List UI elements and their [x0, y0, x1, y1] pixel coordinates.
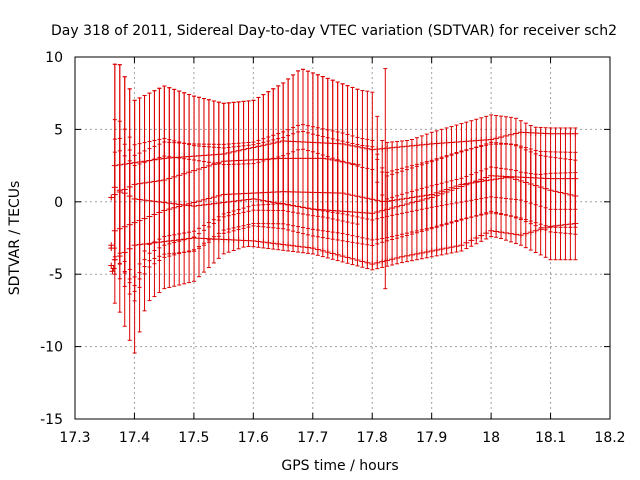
chart-title: Day 318 of 2011, Sidereal Day-to-day VTE…	[51, 23, 617, 39]
y-tick-label: -10	[40, 340, 63, 356]
tick-labels: 17.3 17.4 17.5 17.6 17.7 17.8 17.9 18 18.1 18.2 -1…	[40, 50, 625, 446]
y-tick-label: -5	[49, 267, 63, 283]
data-series	[111, 148, 579, 354]
data-series	[111, 63, 579, 278]
x-tick-label: 17.9	[416, 430, 447, 446]
y-tick-label: 5	[54, 122, 63, 138]
x-axis-title: GPS time / hours	[281, 458, 398, 474]
x-tick-label: 17.4	[119, 430, 150, 446]
x-tick-label: 17.8	[357, 430, 388, 446]
data-series	[111, 63, 361, 287]
axes	[74, 56, 611, 420]
plot-frame	[74, 56, 611, 420]
y-axis-title: SDTVAR / TECUs	[7, 181, 23, 296]
x-tick-label: 18.2	[594, 430, 625, 446]
x-tick-label: 17.7	[297, 430, 328, 446]
x-tick-label: 18.1	[535, 430, 566, 446]
y-tick-label: 0	[54, 195, 63, 211]
data-layer	[108, 63, 579, 354]
y-tick-label: 10	[45, 50, 63, 66]
x-tick-label: 17.5	[178, 430, 209, 446]
x-tick-label: 17.6	[238, 430, 269, 446]
y-tick-label: -15	[40, 412, 63, 428]
x-tick-label: 18	[482, 430, 500, 446]
x-tick-label: 17.3	[59, 430, 90, 446]
